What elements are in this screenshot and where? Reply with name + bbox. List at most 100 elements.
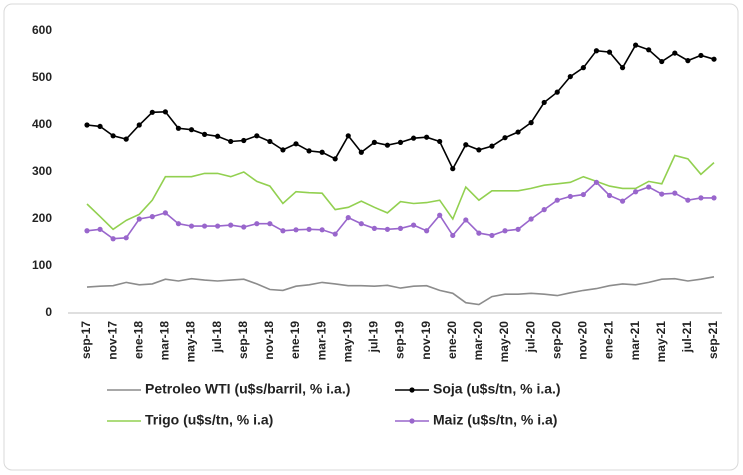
data-point: [711, 195, 717, 201]
y-tick-label: 200: [32, 211, 52, 225]
data-point: [384, 142, 391, 148]
data-point: [580, 191, 586, 198]
data-point: [437, 138, 443, 145]
data-point: [515, 226, 521, 232]
x-tick-label: mar-19: [314, 321, 328, 361]
data-point: [541, 99, 547, 106]
data-point: [228, 222, 234, 228]
x-tick-label: mar-21: [628, 321, 642, 361]
data-point: [241, 224, 247, 230]
data-point: [215, 133, 221, 139]
y-tick-label: 500: [32, 70, 52, 84]
data-point: [84, 122, 90, 128]
data-point: [450, 232, 456, 239]
data-point: [606, 192, 613, 199]
data-point: [554, 89, 560, 95]
data-point: [306, 148, 312, 154]
data-point: [397, 225, 404, 231]
data-point: [149, 214, 155, 220]
data-point: [358, 149, 364, 155]
data-point: [450, 166, 456, 172]
x-tick-label: nov-19: [419, 321, 433, 360]
data-point: [345, 133, 351, 139]
data-point: [437, 212, 443, 218]
data-point: [97, 226, 103, 232]
data-point: [97, 123, 103, 130]
data-point: [371, 139, 377, 145]
data-point: [593, 48, 600, 54]
x-tick-label: may-19: [340, 321, 354, 363]
x-tick-label: jul-20: [523, 321, 537, 354]
y-tick-label: 100: [32, 258, 52, 272]
data-point: [606, 49, 613, 55]
data-point: [489, 143, 495, 149]
data-point: [685, 58, 691, 64]
data-point: [672, 190, 678, 196]
data-point: [371, 225, 377, 231]
data-point: [646, 184, 652, 190]
data-point: [188, 223, 195, 229]
data-point: [476, 230, 482, 236]
x-tick-label: sep-19: [393, 321, 407, 359]
data-point: [476, 147, 482, 153]
data-point: [358, 221, 364, 227]
data-point: [659, 191, 665, 197]
data-point: [228, 138, 234, 145]
data-point: [567, 193, 573, 200]
data-point: [319, 227, 325, 233]
data-point: [489, 232, 495, 239]
data-point: [188, 127, 195, 133]
data-point: [528, 216, 534, 222]
data-point: [201, 223, 208, 229]
y-tick-label: 400: [32, 117, 52, 131]
data-point: [502, 135, 508, 141]
x-tick-label: nov-18: [262, 321, 276, 360]
y-tick-label: 300: [32, 164, 52, 178]
data-point: [175, 221, 182, 227]
data-point: [306, 226, 312, 232]
x-tick-label: nov-20: [576, 321, 590, 360]
data-point: [175, 125, 182, 131]
data-point: [267, 221, 273, 227]
data-point: [502, 228, 508, 234]
data-point: [698, 195, 704, 201]
x-tick-label: ene-20: [445, 321, 459, 359]
chart-frame: [3, 3, 739, 471]
x-tick-label: may-20: [497, 321, 511, 363]
data-point: [397, 139, 404, 145]
data-point: [110, 133, 116, 139]
x-tick-label: may-21: [654, 321, 668, 363]
data-point: [215, 223, 221, 229]
data-point: [332, 231, 338, 237]
data-point: [267, 138, 273, 145]
data-point: [463, 217, 469, 223]
data-point: [554, 197, 560, 203]
series-line: [86, 276, 715, 306]
x-tick-label: nov-17: [105, 321, 119, 360]
legend-marker: [409, 418, 415, 424]
x-tick-label: jul-18: [210, 321, 224, 354]
x-tick-label: jul-21: [680, 321, 694, 354]
data-point: [410, 135, 417, 141]
data-point: [254, 221, 260, 227]
x-tick-label: sep-21: [706, 321, 720, 359]
data-point: [384, 226, 391, 232]
x-tick-label: ene-18: [131, 321, 145, 359]
data-point: [541, 207, 547, 213]
data-point: [149, 109, 155, 115]
data-point: [280, 147, 286, 153]
legend-marker: [409, 387, 415, 393]
data-point: [201, 131, 208, 137]
data-point: [646, 47, 652, 53]
data-point: [280, 228, 286, 234]
data-point: [711, 56, 717, 62]
data-point: [633, 42, 639, 48]
legend-label: Trigo (u$s/tn, % i.a): [145, 412, 273, 428]
data-point: [567, 73, 573, 80]
data-point: [463, 142, 469, 148]
x-tick-label: sep-18: [236, 321, 250, 359]
data-point: [84, 228, 90, 234]
data-point: [593, 179, 600, 185]
data-point: [319, 149, 325, 155]
data-point: [254, 133, 260, 139]
